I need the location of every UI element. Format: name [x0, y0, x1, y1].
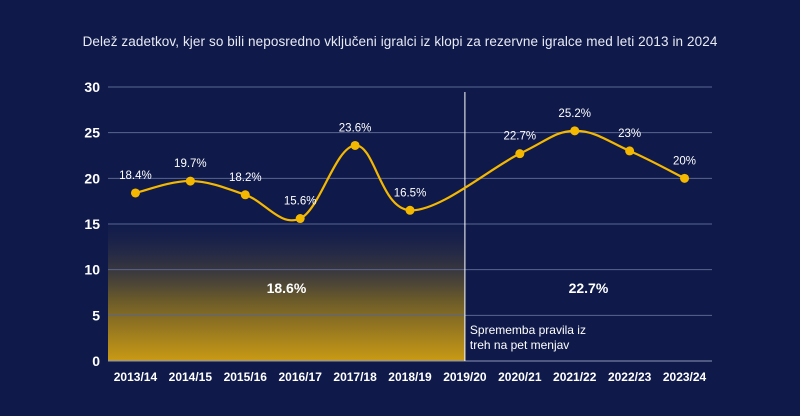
series-line — [135, 129, 686, 222]
x-tick-label: 2022/23 — [608, 370, 652, 384]
data-label: 15.6% — [284, 196, 317, 208]
data-point — [350, 140, 360, 150]
y-tick-label: 5 — [92, 307, 100, 323]
data-label: 20% — [673, 155, 696, 167]
data-point — [130, 188, 140, 198]
data-label: 22.7% — [504, 131, 537, 143]
y-tick-label: 10 — [84, 262, 100, 278]
x-tick-label: 2018/19 — [388, 370, 432, 384]
data-point — [295, 214, 305, 224]
data-label: 23.6% — [339, 122, 372, 134]
y-tick-label: 20 — [84, 170, 100, 186]
period-average-label: 22.7% — [569, 280, 609, 296]
data-point — [515, 149, 525, 159]
data-label: 16.5% — [394, 187, 427, 199]
data-label: 19.7% — [174, 158, 207, 170]
chart-title: Delež zadetkov, kjer so bili neposredno … — [82, 34, 718, 49]
rule-change-annotation: treh na pet menjav — [470, 338, 569, 352]
y-tick-label: 30 — [84, 79, 100, 95]
rule-change-annotation: Sprememba pravila iz — [470, 323, 586, 337]
data-label: 18.4% — [119, 170, 152, 182]
y-tick-label: 15 — [84, 216, 100, 232]
period-average-label: 18.6% — [267, 280, 307, 296]
data-label: 23% — [618, 128, 641, 140]
x-tick-label: 2021/22 — [553, 370, 597, 384]
x-tick-label: 2020/21 — [498, 370, 542, 384]
x-tick-label: 2016/17 — [278, 370, 322, 384]
period-average-area — [108, 224, 465, 361]
x-tick-label: 2017/18 — [333, 370, 377, 384]
data-point — [185, 176, 195, 186]
x-tick-label: 2023/24 — [663, 370, 707, 384]
y-tick-label: 25 — [84, 125, 100, 141]
y-tick-label: 0 — [92, 353, 100, 369]
data-label: 25.2% — [558, 108, 591, 120]
x-tick-label: 2013/14 — [114, 370, 158, 384]
data-point — [625, 146, 635, 156]
data-point — [240, 190, 250, 200]
data-label: 18.2% — [229, 172, 262, 184]
x-tick-label: 2014/15 — [169, 370, 213, 384]
x-tick-label: 2019/20 — [443, 370, 487, 384]
x-tick-label: 2015/16 — [224, 370, 268, 384]
data-point — [680, 173, 690, 183]
data-point — [570, 126, 580, 136]
data-point — [405, 205, 415, 215]
